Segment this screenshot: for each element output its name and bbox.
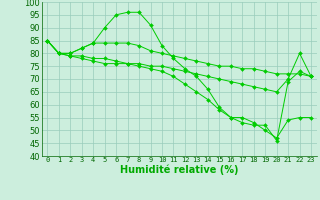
X-axis label: Humidité relative (%): Humidité relative (%) [120, 165, 238, 175]
